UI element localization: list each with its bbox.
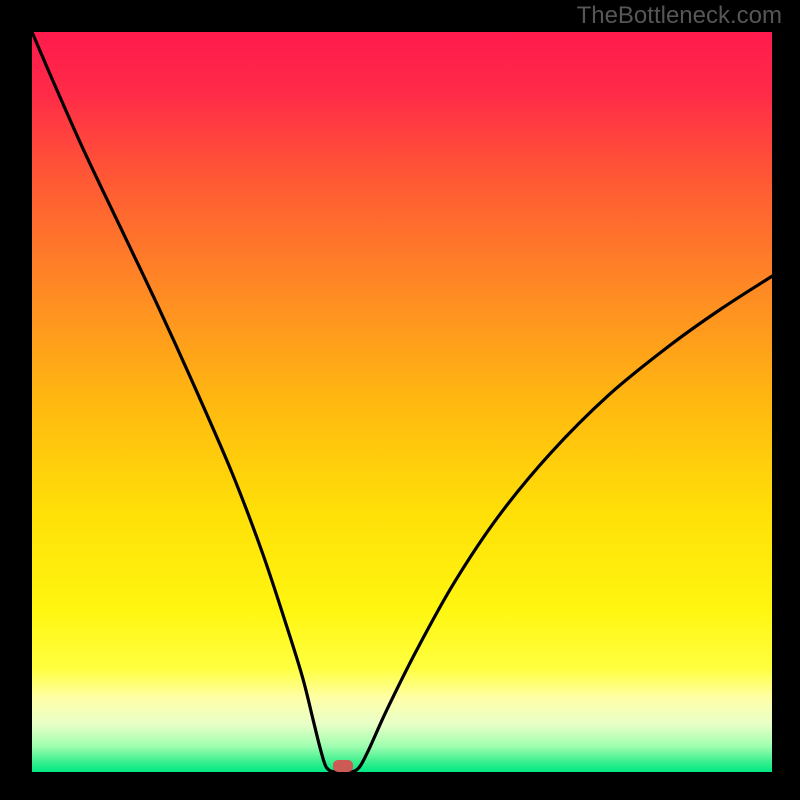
- chart-plot-area: [32, 32, 772, 772]
- optimal-point-marker: [333, 760, 353, 772]
- gradient-background: [32, 32, 772, 772]
- attribution-text: TheBottleneck.com: [577, 2, 782, 30]
